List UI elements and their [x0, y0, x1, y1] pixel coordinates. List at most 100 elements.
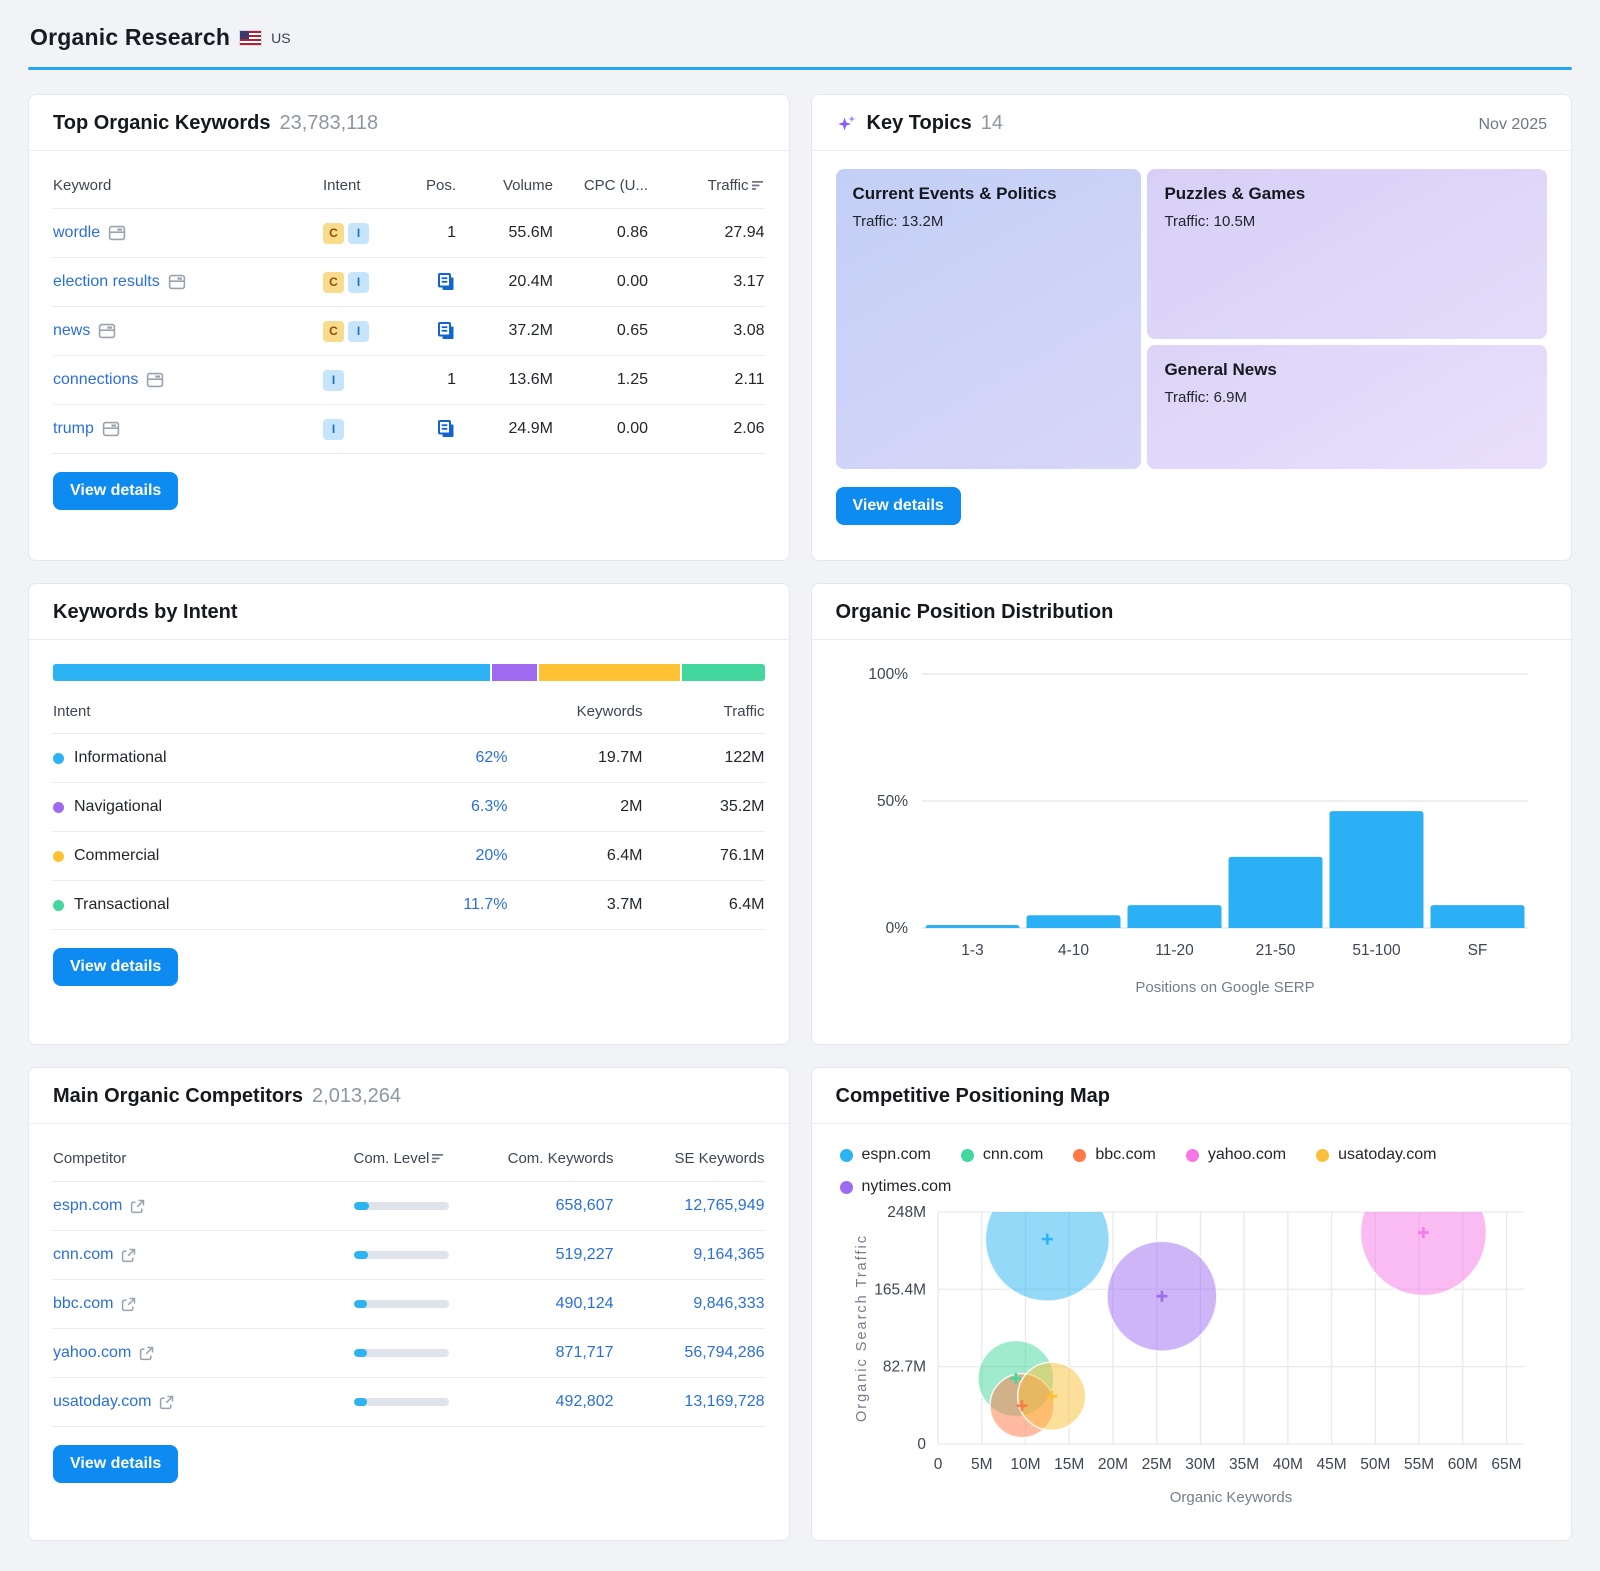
intent-percent-link[interactable]: 11.7% [463, 896, 508, 913]
intent-bar-segment-informational[interactable] [53, 664, 491, 681]
distribution-bar [1228, 856, 1322, 928]
tile-traffic: Traffic: 10.5M [1164, 213, 1256, 230]
view-details-button[interactable]: View details [835, 487, 961, 525]
table-row: news C I 37.2M 0.65 3.08 [53, 307, 765, 356]
intent-percent-link[interactable]: 20% [475, 847, 508, 864]
distribution-bar [1329, 811, 1423, 928]
serp-features-icon [108, 225, 126, 241]
svg-text:65M: 65M [1491, 1456, 1521, 1473]
intent-bar-segment-navigational[interactable] [492, 664, 537, 681]
intent-bar-segment-transactional[interactable] [681, 664, 765, 681]
intent-percent-link[interactable]: 62% [475, 749, 508, 766]
legend-item-espn-com[interactable]: espn.com [839, 1146, 931, 1164]
intent-label: Transactional [74, 896, 170, 913]
common-keywords-link[interactable]: 871,717 [555, 1344, 614, 1361]
svg-text:SF: SF [1467, 942, 1487, 959]
competitor-link[interactable]: cnn.com [53, 1246, 114, 1263]
legend-item-bbc-com[interactable]: bbc.com [1073, 1146, 1156, 1164]
se-keywords-link[interactable]: 56,794,286 [684, 1344, 765, 1361]
col-keyword: Keyword [53, 177, 112, 194]
intent-keywords-value: 2M [620, 798, 643, 815]
svg-text:25M: 25M [1141, 1456, 1171, 1473]
common-keywords-link[interactable]: 519,227 [555, 1246, 614, 1263]
dashboard-grid: Top Organic Keywords 23,783,118 Keyword … [28, 94, 1572, 1541]
col-com-keywords: Com. Keywords [507, 1150, 614, 1167]
intent-label: Informational [74, 749, 167, 766]
sort-icon [751, 181, 763, 190]
col-intent: Intent [53, 703, 91, 720]
svg-text:35M: 35M [1229, 1456, 1259, 1473]
table-row: cnn.com 519,227 9,164,365 [53, 1231, 765, 1280]
distribution-bar [1026, 915, 1120, 928]
keyword-link[interactable]: trump [53, 420, 94, 437]
se-keywords-link[interactable]: 9,846,333 [693, 1295, 765, 1312]
view-details-button[interactable]: View details [53, 1445, 179, 1483]
view-details-button[interactable]: View details [53, 472, 179, 510]
common-keywords-link[interactable]: 658,607 [555, 1197, 614, 1214]
external-link-icon [122, 1297, 136, 1311]
svg-text:45M: 45M [1316, 1456, 1346, 1473]
se-keywords-link[interactable]: 9,164,365 [693, 1246, 765, 1263]
svg-text:Positions on Google SERP: Positions on Google SERP [1135, 979, 1314, 996]
card-title: Organic Position Distribution [835, 601, 1114, 623]
svg-text:60M: 60M [1447, 1456, 1477, 1473]
legend-item-usatoday-com[interactable]: usatoday.com [1316, 1146, 1437, 1164]
cpc-value: 0.00 [616, 273, 648, 290]
competitor-link[interactable]: yahoo.com [53, 1344, 132, 1361]
competitors-table-header: Competitor Com. Level Com. Keywords SE K… [53, 1124, 765, 1182]
competitor-link[interactable]: usatoday.com [53, 1393, 152, 1410]
tile-traffic: Traffic: 6.9M [1164, 389, 1247, 407]
keyword-link[interactable]: connections [53, 371, 139, 388]
intent-bar-segment-commercial[interactable] [538, 664, 680, 681]
keyword-link[interactable]: news [53, 322, 91, 339]
pos-cell: 1 [408, 371, 456, 389]
table-row: wordle C I 1 55.6M 0.86 27.94 [53, 209, 765, 258]
intent-color-dot [53, 752, 64, 764]
intent-badge-c: C [323, 271, 344, 293]
distribution-bar [925, 925, 1019, 928]
treemap-tile[interactable]: Puzzles & Games Traffic: 10.5M [1147, 169, 1547, 340]
top-organic-keywords-card: Top Organic Keywords 23,783,118 Keyword … [28, 94, 790, 561]
svg-text:50%: 50% [876, 793, 907, 810]
col-traffic-sort[interactable]: Traffic [648, 177, 765, 194]
competitor-link[interactable]: espn.com [53, 1197, 123, 1214]
legend-item-nytimes-com[interactable]: nytimes.com [839, 1178, 951, 1196]
card-title: Main Organic Competitors [53, 1085, 304, 1107]
se-keywords-link[interactable]: 12,765,949 [684, 1197, 765, 1214]
table-row: yahoo.com 871,717 56,794,286 [53, 1329, 765, 1378]
intent-badge-i: I [348, 271, 369, 293]
table-row: espn.com 658,607 12,765,949 [53, 1182, 765, 1231]
legend-item-yahoo-com[interactable]: yahoo.com [1185, 1146, 1286, 1164]
keywords-table-header: Keyword Intent Pos. Volume CPC (U... Tra… [53, 151, 765, 209]
pos-value: 1 [447, 371, 456, 388]
keyword-link[interactable]: election results [53, 273, 160, 290]
se-keywords-link[interactable]: 13,169,728 [684, 1393, 765, 1410]
svg-text:165.4M: 165.4M [874, 1281, 926, 1298]
treemap-tile[interactable]: General News Traffic: 6.9M [1147, 345, 1547, 469]
intent-traffic-value: 76.1M [720, 847, 765, 864]
svg-text:21-50: 21-50 [1255, 942, 1295, 959]
cpc-value: 0.86 [616, 224, 648, 241]
pos-cell: 1 [408, 224, 456, 242]
traffic-value: 3.17 [733, 273, 765, 290]
table-row: election results C I 20.4M 0.00 3.17 [53, 258, 765, 307]
common-keywords-link[interactable]: 490,124 [555, 1295, 614, 1312]
col-com-level-sort[interactable]: Com. Level [354, 1150, 484, 1167]
intent-percent-link[interactable]: 6.3% [471, 798, 508, 815]
table-row: Informational 62% 19.7M 122M [53, 734, 765, 783]
serp-features-icon [147, 372, 164, 388]
pos-cell [408, 321, 456, 341]
page-title: Organic Research [30, 24, 231, 50]
card-count: 2,013,264 [312, 1085, 402, 1107]
competition-level-bar [353, 1251, 449, 1259]
common-keywords-link[interactable]: 492,802 [555, 1393, 614, 1410]
legend-item-cnn-com[interactable]: cnn.com [960, 1146, 1043, 1164]
keyword-link[interactable]: wordle [53, 224, 101, 241]
view-details-button[interactable]: View details [53, 948, 179, 986]
competitor-link[interactable]: bbc.com [53, 1295, 114, 1312]
traffic-value: 3.08 [733, 322, 765, 339]
legend-dot [1185, 1148, 1199, 1162]
treemap-tile[interactable]: Current Events & Politics Traffic: 13.2M [835, 169, 1142, 469]
svg-text:15M: 15M [1054, 1456, 1084, 1473]
